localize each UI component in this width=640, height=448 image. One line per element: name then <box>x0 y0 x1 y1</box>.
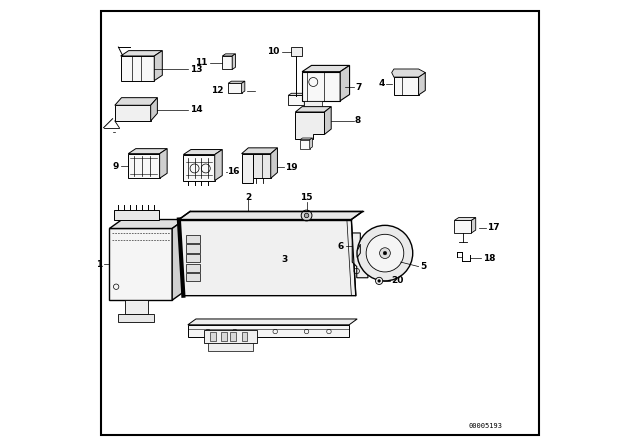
Bar <box>305 101 323 109</box>
Circle shape <box>380 248 390 258</box>
Bar <box>186 245 200 253</box>
Polygon shape <box>128 149 167 154</box>
Text: 2: 2 <box>245 193 252 202</box>
Text: 20: 20 <box>392 276 404 285</box>
Circle shape <box>376 277 383 284</box>
Text: 7: 7 <box>355 83 362 92</box>
Text: 10: 10 <box>268 47 280 56</box>
Polygon shape <box>324 107 332 134</box>
Polygon shape <box>179 220 356 296</box>
Text: 12: 12 <box>211 86 223 95</box>
Bar <box>109 228 172 300</box>
Polygon shape <box>128 154 159 178</box>
Polygon shape <box>472 218 476 233</box>
Text: 6: 6 <box>338 242 344 251</box>
Text: 15: 15 <box>300 193 313 202</box>
Bar <box>204 330 257 343</box>
Text: 17: 17 <box>487 223 500 232</box>
Polygon shape <box>394 73 425 77</box>
Polygon shape <box>394 77 419 95</box>
Polygon shape <box>179 211 362 220</box>
Polygon shape <box>188 325 349 337</box>
Polygon shape <box>300 140 310 149</box>
Polygon shape <box>109 220 185 228</box>
Bar <box>186 273 200 281</box>
Polygon shape <box>188 319 357 325</box>
Circle shape <box>366 234 404 272</box>
Text: 18: 18 <box>483 254 495 263</box>
Polygon shape <box>183 150 222 155</box>
Circle shape <box>378 280 380 282</box>
Bar <box>208 343 253 351</box>
Polygon shape <box>300 138 312 140</box>
Circle shape <box>301 210 312 221</box>
Bar <box>230 332 236 341</box>
Circle shape <box>383 251 387 255</box>
Text: 5: 5 <box>420 262 426 271</box>
Polygon shape <box>183 155 214 181</box>
Polygon shape <box>296 112 324 139</box>
Polygon shape <box>115 105 150 121</box>
Bar <box>186 263 200 271</box>
Polygon shape <box>352 233 368 278</box>
Polygon shape <box>419 73 425 95</box>
Polygon shape <box>253 154 271 178</box>
Polygon shape <box>154 51 163 81</box>
Polygon shape <box>296 107 332 112</box>
Circle shape <box>357 225 413 281</box>
Polygon shape <box>222 54 236 56</box>
Text: 9: 9 <box>112 162 118 171</box>
Bar <box>221 332 227 341</box>
Polygon shape <box>228 83 241 93</box>
Polygon shape <box>214 150 222 181</box>
Polygon shape <box>241 154 253 183</box>
Text: 19: 19 <box>285 163 298 172</box>
Text: 00005193: 00005193 <box>468 423 503 430</box>
Polygon shape <box>150 98 157 121</box>
Text: 11: 11 <box>195 58 208 67</box>
Polygon shape <box>232 54 236 69</box>
Text: 1: 1 <box>96 260 102 269</box>
Polygon shape <box>120 56 154 81</box>
Polygon shape <box>454 218 476 220</box>
Bar <box>125 300 147 314</box>
Bar <box>210 332 216 341</box>
Polygon shape <box>241 81 245 93</box>
Polygon shape <box>159 149 167 178</box>
Text: 8: 8 <box>355 116 361 125</box>
Polygon shape <box>340 65 349 101</box>
Bar <box>291 47 301 56</box>
Polygon shape <box>357 244 360 258</box>
Text: 3: 3 <box>281 255 287 264</box>
Polygon shape <box>228 81 245 83</box>
Polygon shape <box>222 56 232 69</box>
Bar <box>241 332 247 341</box>
Circle shape <box>304 213 308 218</box>
Polygon shape <box>310 138 312 149</box>
Polygon shape <box>302 72 340 101</box>
Bar <box>186 235 200 243</box>
Polygon shape <box>241 148 277 154</box>
Text: 14: 14 <box>190 105 203 114</box>
Polygon shape <box>288 95 304 105</box>
Polygon shape <box>288 93 308 95</box>
Polygon shape <box>302 65 349 72</box>
Polygon shape <box>120 51 163 56</box>
Bar <box>186 254 200 262</box>
Polygon shape <box>304 93 308 105</box>
Polygon shape <box>172 220 185 300</box>
Polygon shape <box>392 69 425 77</box>
Polygon shape <box>115 98 157 105</box>
Bar <box>118 314 154 322</box>
Text: 13: 13 <box>190 65 203 74</box>
Polygon shape <box>454 220 472 233</box>
Bar <box>114 210 159 220</box>
Text: 4: 4 <box>378 79 385 88</box>
Polygon shape <box>271 148 277 178</box>
Text: 16: 16 <box>227 167 240 176</box>
